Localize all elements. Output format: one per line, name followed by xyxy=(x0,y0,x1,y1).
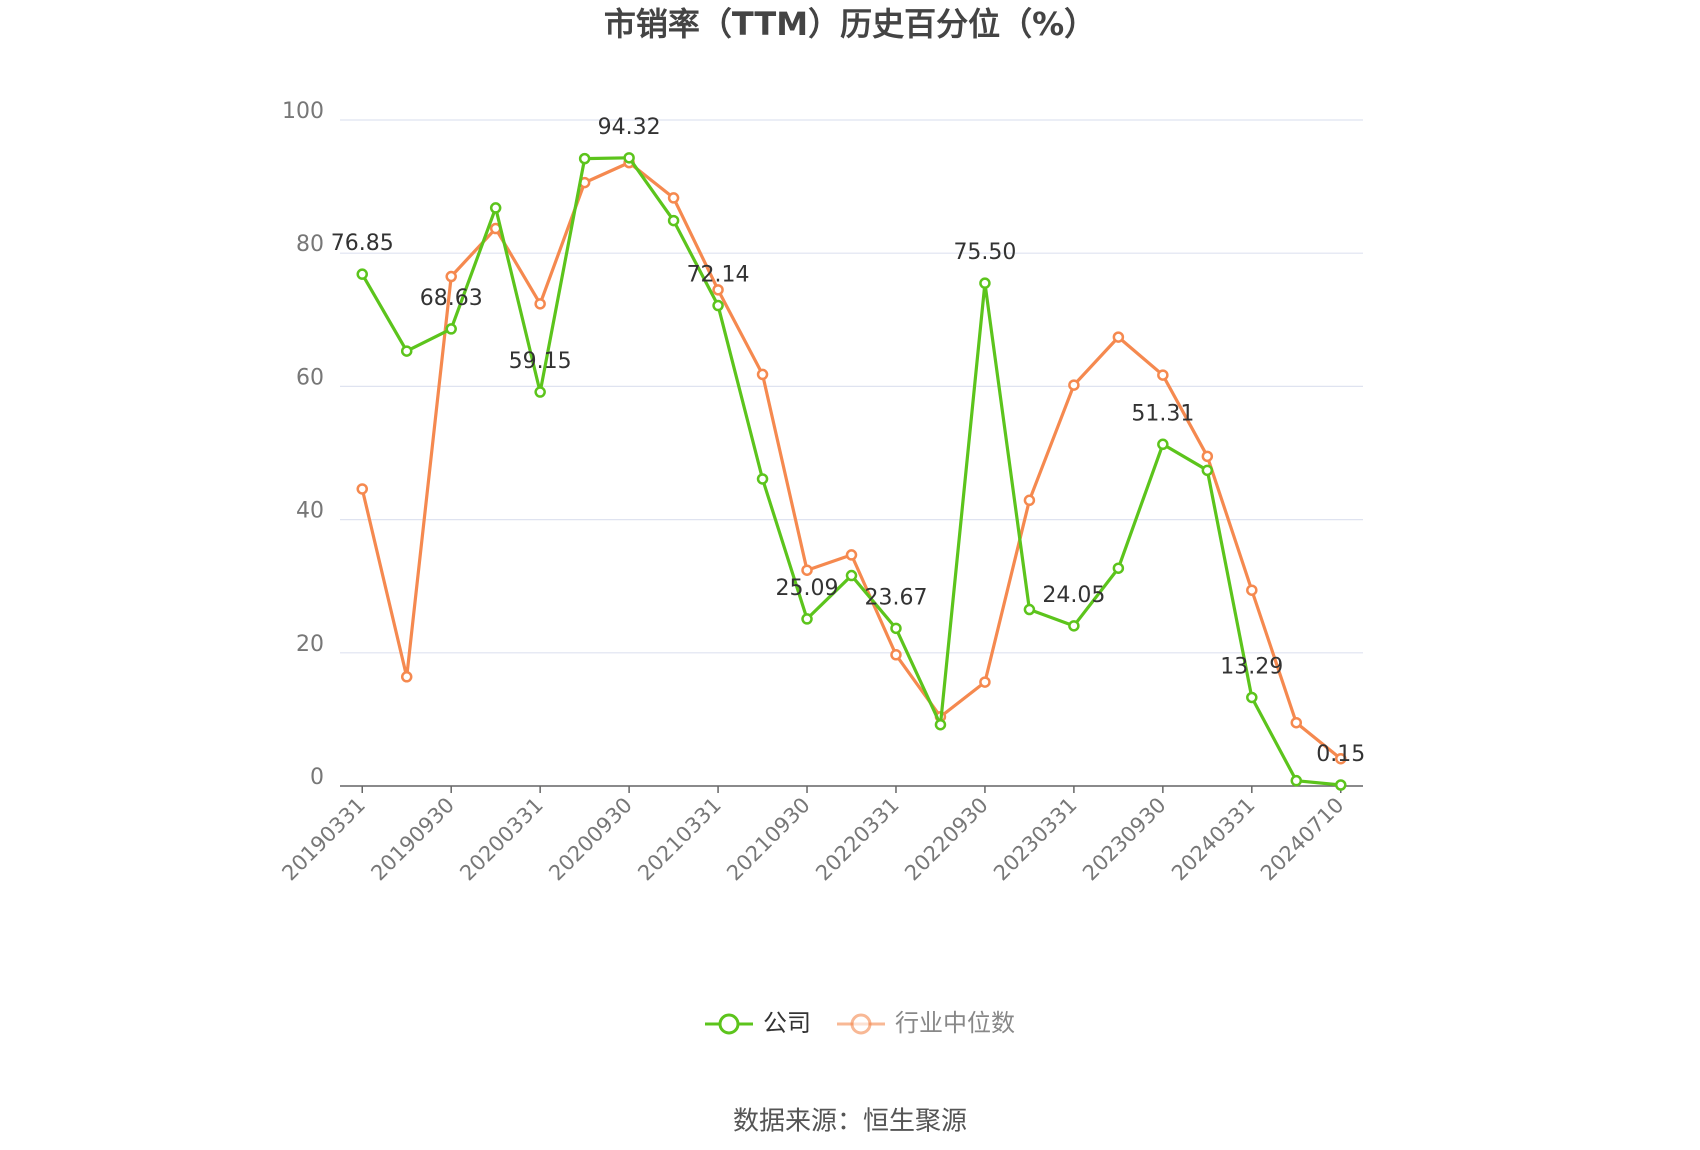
data-label: 0.15 xyxy=(1316,742,1365,767)
data-label: 51.31 xyxy=(1131,401,1194,426)
x-tick-label: 20200930 xyxy=(544,793,637,886)
point xyxy=(712,299,724,312)
point xyxy=(356,483,368,495)
y-tick-label: 100 xyxy=(282,99,324,124)
point xyxy=(979,676,991,688)
point xyxy=(979,277,991,289)
point xyxy=(1290,774,1303,787)
point xyxy=(934,718,947,731)
x-tick-label: 20200331 xyxy=(455,793,548,886)
data-label: 72.14 xyxy=(687,263,750,288)
point xyxy=(845,549,858,561)
y-tick-label: 40 xyxy=(296,499,324,524)
point xyxy=(801,613,813,625)
data-label: 68.63 xyxy=(420,286,483,311)
data-label: 24.05 xyxy=(1042,583,1105,608)
x-tick-label: 20240710 xyxy=(1256,793,1349,886)
point xyxy=(445,270,457,283)
point xyxy=(1246,691,1258,704)
point xyxy=(445,323,457,335)
point xyxy=(667,192,680,204)
y-tick-label: 60 xyxy=(296,365,324,390)
legend-marker xyxy=(718,1013,740,1035)
point xyxy=(534,386,546,398)
data-label: 75.50 xyxy=(953,240,1016,265)
point xyxy=(1068,620,1080,632)
source: 数据来源：恒生聚源 xyxy=(733,1107,967,1137)
legend-label: 行业中位数 xyxy=(895,1009,1015,1037)
x-tick-label: 20230331 xyxy=(989,793,1082,886)
point xyxy=(1201,450,1214,463)
point xyxy=(1023,494,1036,507)
point xyxy=(1335,752,1347,765)
legend-marker xyxy=(850,1013,872,1035)
point xyxy=(1157,438,1169,451)
data-label: 94.32 xyxy=(598,115,661,140)
point xyxy=(356,268,368,280)
point xyxy=(801,564,813,576)
data-label: 76.85 xyxy=(331,231,394,256)
point xyxy=(623,152,635,164)
x-tick-label: 20210331 xyxy=(633,793,726,886)
point xyxy=(400,671,413,683)
chart-title: 市销率（TTM）历史百分位（%） xyxy=(604,5,1096,43)
point xyxy=(1246,584,1258,596)
point xyxy=(578,152,591,165)
data-label: 23.67 xyxy=(864,585,927,610)
point xyxy=(1157,369,1169,381)
y-tick-label: 80 xyxy=(296,232,324,257)
x-tick-label: 20220331 xyxy=(811,793,904,886)
x-tick-label: 20190331 xyxy=(277,793,370,886)
data-label: 59.15 xyxy=(509,349,572,374)
point xyxy=(712,284,724,296)
data-label: 25.09 xyxy=(776,576,839,601)
point xyxy=(1068,379,1080,391)
x-tick-label: 20230930 xyxy=(1078,793,1171,886)
point xyxy=(1023,603,1036,616)
x-tick-label: 20240331 xyxy=(1167,793,1260,886)
point xyxy=(1201,464,1214,477)
point xyxy=(1335,779,1347,791)
point xyxy=(489,202,502,214)
x-tick-label: 20210930 xyxy=(722,793,815,886)
point xyxy=(667,214,680,227)
data-label: 13.29 xyxy=(1220,654,1283,679)
y-tick-label: 20 xyxy=(296,632,324,657)
point xyxy=(1290,716,1303,729)
point xyxy=(534,298,546,310)
point xyxy=(845,569,858,582)
y-tick-label: 0 xyxy=(310,765,324,790)
legend-label: 公司 xyxy=(763,1009,811,1037)
x-tick-label: 20220930 xyxy=(900,793,993,886)
point xyxy=(756,473,769,485)
point xyxy=(400,345,413,357)
point xyxy=(890,649,902,661)
point xyxy=(1112,562,1125,574)
point xyxy=(756,368,769,381)
x-tick-label: 20190930 xyxy=(366,793,459,886)
point xyxy=(890,622,902,635)
point xyxy=(1112,331,1125,343)
